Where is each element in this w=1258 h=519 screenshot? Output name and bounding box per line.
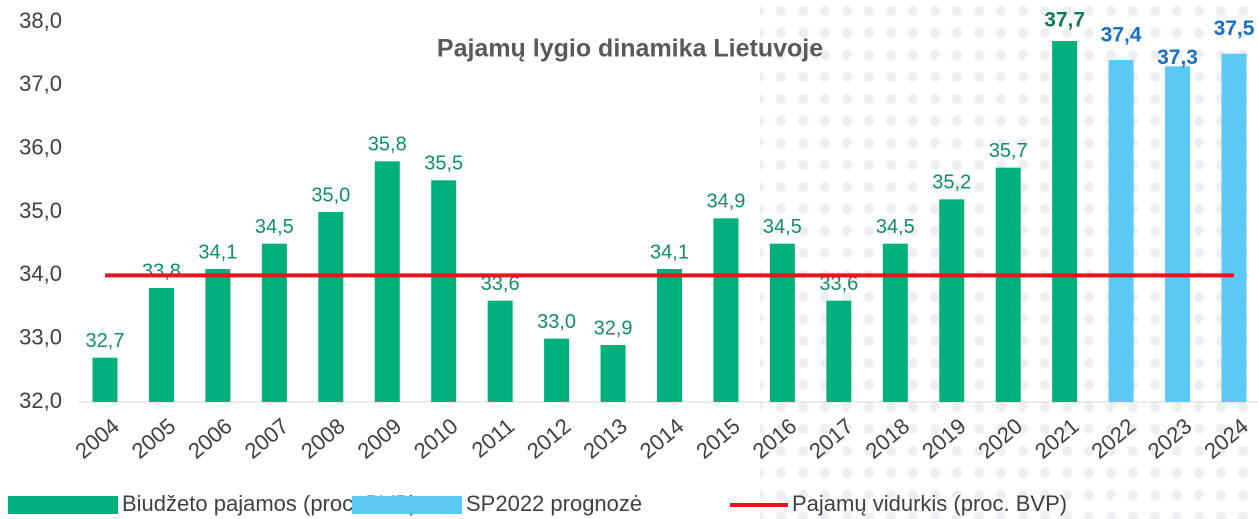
- data-label: 37,7: [1044, 9, 1085, 32]
- data-label: 35,2: [932, 172, 971, 194]
- y-tick-label: 38,0: [19, 8, 62, 33]
- x-tick-label: 2004: [70, 413, 124, 464]
- y-tick-label: 35,0: [19, 198, 62, 223]
- bar: [1221, 53, 1247, 403]
- y-tick-label: 32,0: [19, 388, 62, 413]
- y-tick-label: 36,0: [19, 134, 62, 159]
- bar: [205, 269, 231, 402]
- data-label: 33,8: [142, 260, 181, 282]
- data-label: 37,4: [1101, 24, 1142, 47]
- bar: [882, 243, 908, 402]
- legend-label: Pajamų vidurkis (proc. BVP): [792, 491, 1067, 516]
- bar: [431, 180, 457, 402]
- x-tick-label: 2007: [240, 413, 294, 464]
- data-label: 34,1: [650, 241, 689, 263]
- data-label: 34,5: [763, 216, 802, 238]
- bar: [939, 199, 965, 402]
- data-label: 32,7: [86, 330, 125, 352]
- x-tick-label: 2015: [691, 413, 745, 464]
- x-tick-label: 2006: [183, 413, 237, 464]
- x-tick-label: 2014: [635, 413, 689, 464]
- legend-label: SP2022 prognozė: [466, 491, 642, 516]
- data-label: 35,7: [989, 140, 1028, 162]
- data-label: 35,5: [424, 153, 463, 175]
- bar: [544, 338, 570, 402]
- bar: [657, 269, 682, 402]
- legend-swatch: [8, 496, 118, 514]
- bar: [487, 300, 513, 402]
- x-tick-label: 2005: [127, 413, 181, 464]
- data-label: 37,5: [1214, 17, 1255, 40]
- data-label: 35,0: [311, 184, 350, 206]
- bar: [148, 288, 174, 402]
- bar: [995, 167, 1021, 402]
- data-label: 33,6: [481, 273, 520, 295]
- bar: [1052, 41, 1078, 402]
- bar: [769, 243, 795, 402]
- bar: [826, 300, 852, 402]
- bar: [1165, 66, 1191, 402]
- y-tick-label: 37,0: [19, 71, 62, 96]
- data-label: 33,6: [819, 273, 858, 295]
- data-label: 34,9: [706, 191, 745, 213]
- legend-swatch: [352, 496, 462, 514]
- x-tick-label: 2011: [467, 413, 519, 463]
- bar: [600, 345, 626, 402]
- data-label: 35,8: [368, 134, 407, 156]
- chart-title: Pajamų lygio dinamika Lietuvoje: [437, 35, 823, 63]
- data-label: 34,5: [255, 216, 294, 238]
- data-label: 34,5: [876, 216, 915, 238]
- x-tick-label: 2010: [409, 413, 463, 464]
- x-tick-label: 2008: [296, 413, 350, 464]
- y-tick-label: 34,0: [19, 261, 62, 286]
- data-label: 32,9: [594, 317, 633, 339]
- data-label: 34,1: [198, 241, 237, 263]
- x-tick-label: 2012: [522, 413, 576, 464]
- bar: [374, 161, 400, 402]
- bar: [318, 212, 344, 402]
- y-tick-label: 33,0: [19, 324, 62, 349]
- x-tick-label: 2009: [353, 413, 407, 464]
- bar: [713, 218, 739, 402]
- bar: [261, 243, 287, 402]
- data-label: 37,3: [1157, 46, 1198, 69]
- x-tick-label: 2013: [578, 413, 632, 464]
- data-label: 33,0: [537, 311, 576, 333]
- bar: [92, 357, 118, 402]
- bar: [1108, 60, 1134, 402]
